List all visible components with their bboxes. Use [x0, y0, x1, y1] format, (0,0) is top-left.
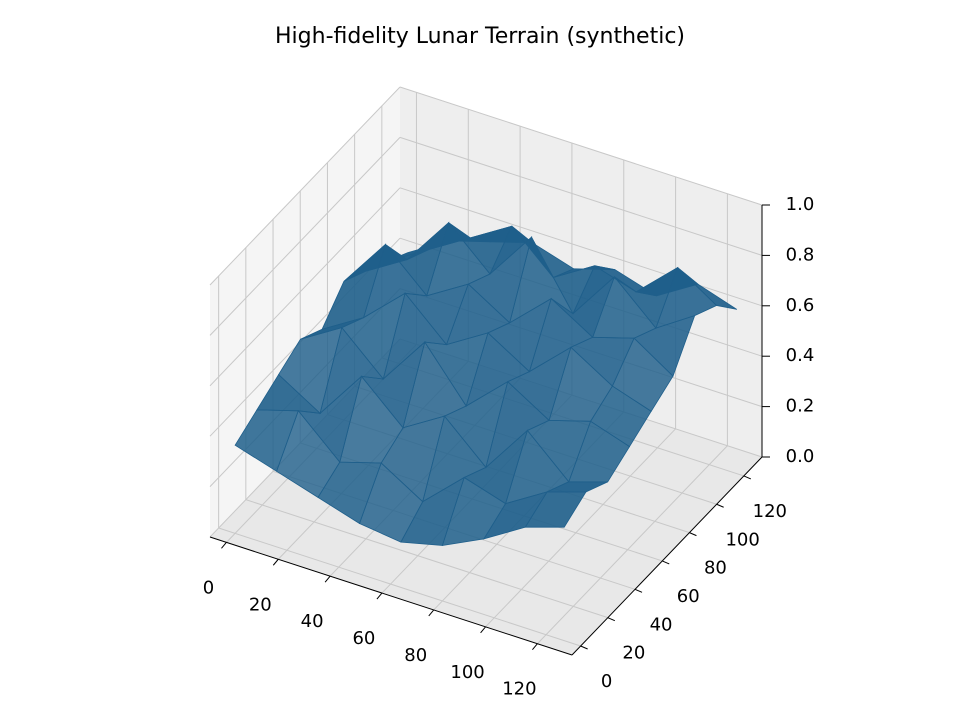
y-tick-label: 60 — [677, 586, 700, 607]
surface-cell — [524, 491, 587, 528]
grid-line — [399, 86, 763, 206]
tick-mark — [221, 542, 227, 549]
grid-line — [209, 137, 401, 336]
grid-line — [399, 136, 763, 256]
tick-mark — [324, 575, 331, 583]
grid-line — [218, 527, 581, 647]
y-axis — [571, 456, 763, 656]
x-tick-label: 80 — [404, 645, 427, 666]
x-axis — [209, 536, 573, 656]
tick-mark — [743, 475, 752, 480]
y-tick-label: 80 — [704, 558, 727, 579]
tick-mark — [716, 503, 724, 508]
y-tick-label: 120 — [753, 501, 787, 522]
tick-mark — [532, 643, 538, 651]
grid-line — [209, 187, 401, 387]
tick-mark — [580, 645, 588, 650]
z-tick-label: 0.2 — [786, 396, 815, 417]
y-tick-label: 20 — [622, 643, 645, 664]
grid-line — [209, 86, 401, 286]
grid-line — [537, 445, 728, 645]
x-tick-label: 20 — [249, 594, 272, 615]
tick-mark — [689, 532, 697, 537]
x-tick-label: 120 — [502, 679, 536, 700]
tick-mark — [607, 617, 616, 622]
tick-mark — [634, 588, 643, 593]
z-tick-label: 0.4 — [786, 345, 815, 366]
z-tick-label: 0.0 — [786, 446, 815, 467]
grid-line — [485, 428, 676, 628]
x-tick-label: 60 — [352, 628, 375, 649]
z-tick-label: 0.6 — [786, 295, 815, 316]
z-tick-label: 0.8 — [786, 244, 815, 265]
grid-line — [245, 499, 608, 619]
tick-mark — [272, 558, 279, 566]
tick-mark — [480, 626, 486, 634]
chart-title: High-fidelity Lunar Terrain (synthetic) — [275, 24, 685, 49]
tick-mark — [376, 592, 383, 600]
z-tick-label: 1.0 — [786, 194, 815, 215]
y-tick-label: 40 — [650, 614, 673, 635]
y-tick-label: 0 — [601, 671, 612, 692]
x-tick-label: 0 — [203, 577, 214, 598]
y-tick-label: 100 — [725, 529, 759, 550]
tick-mark — [662, 560, 670, 565]
x-tick-label: 40 — [301, 611, 324, 632]
tick-mark — [428, 609, 435, 617]
x-tick-label: 100 — [450, 662, 484, 683]
